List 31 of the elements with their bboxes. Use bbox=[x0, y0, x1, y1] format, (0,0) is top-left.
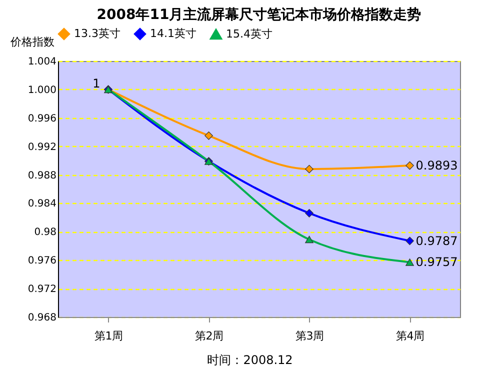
data-label: 0.9787 bbox=[416, 234, 458, 248]
data-label: 1 bbox=[92, 76, 100, 90]
y-tick-label: 0.992 bbox=[28, 142, 56, 153]
point bbox=[305, 236, 314, 244]
chart-title: 2008年11月主流屏幕尺寸笔记本市场价格指数走势 bbox=[96, 6, 422, 23]
legend-label: 13.3英寸 bbox=[74, 27, 120, 40]
legend-label: 15.4英寸 bbox=[226, 27, 272, 40]
y-tick-label: 0.976 bbox=[28, 256, 56, 267]
y-tick-label: 0.972 bbox=[28, 284, 56, 296]
y-tick-label: 0.984 bbox=[28, 198, 56, 210]
point bbox=[305, 164, 314, 174]
y-tick-label: 0.98 bbox=[34, 227, 56, 238]
y-tick-label: 1.004 bbox=[28, 56, 56, 68]
point bbox=[305, 209, 314, 218]
y-axis-title: 价格指数 bbox=[10, 36, 54, 48]
point bbox=[204, 131, 213, 140]
data-label: 0.9893 bbox=[416, 158, 458, 173]
y-tick-label: 0.968 bbox=[28, 312, 56, 324]
data-label: 0.9757 bbox=[416, 255, 458, 270]
y-tick-label: 0.988 bbox=[28, 170, 56, 182]
x-tick-label: 第2周 bbox=[194, 330, 224, 342]
y-tick-label: 0.996 bbox=[28, 113, 56, 124]
x-tick-label: 第3周 bbox=[295, 330, 324, 342]
point bbox=[406, 236, 414, 246]
x-tick-label: 第4周 bbox=[396, 330, 425, 342]
text: 时间：2008.12 bbox=[206, 352, 294, 369]
point bbox=[406, 258, 414, 266]
point bbox=[406, 161, 414, 170]
x-tick-label: 第1周 bbox=[94, 330, 124, 342]
y-tick-label: 1.000 bbox=[28, 84, 56, 96]
legend-label: 14.1英寸 bbox=[150, 27, 196, 40]
